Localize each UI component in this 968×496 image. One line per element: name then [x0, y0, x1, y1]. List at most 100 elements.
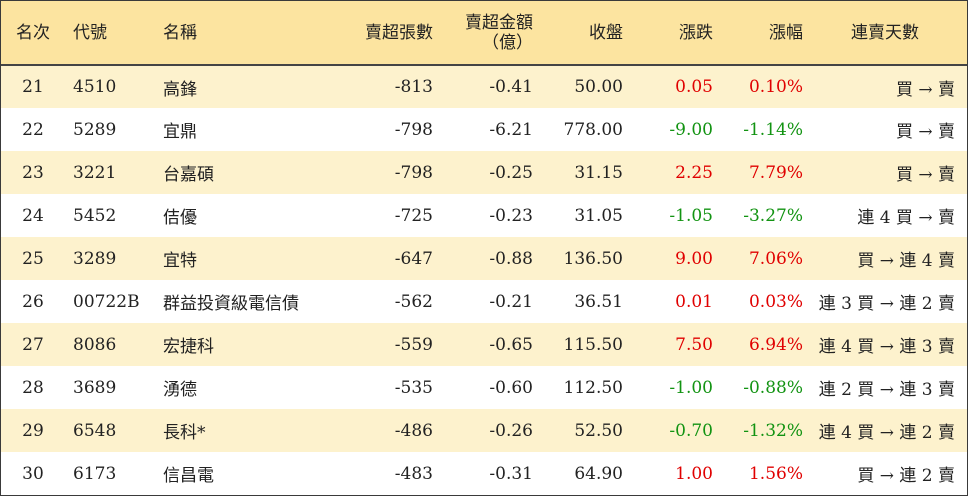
cell-sell-amount: -0.26 [489, 420, 533, 441]
table-row: 21 4510 高鋒 -813 -0.41 50.00 0.05 0.10% 買 → 賣 [1, 65, 967, 108]
cell-sell-volume: -647 [394, 248, 433, 269]
cell-consecutive-days: 買 → 賣 [895, 79, 955, 100]
cell-sell-volume: -562 [394, 291, 433, 312]
cell-consecutive-days: 買 → 賣 [895, 122, 955, 142]
cell-close: 31.05 [574, 205, 623, 226]
cell-sell-amount: -0.65 [489, 334, 533, 355]
cell-close: 136.50 [563, 248, 623, 269]
header-consecutive-days: 連賣天數 [803, 1, 967, 66]
table-row: 27 8086 宏捷科 -559 -0.65 115.50 7.50 6.94% 連 4 買 →… [1, 323, 967, 366]
cell-rank: 30 [22, 463, 44, 484]
cell-rank: 21 [22, 77, 44, 97]
cell-sell-volume: -559 [394, 334, 433, 355]
cell-close: 36.51 [574, 291, 623, 312]
cell-consecutive-days: 連 4 買 → 連 3 賣 [818, 337, 955, 357]
cell-change: -1.05 [669, 205, 713, 226]
cell-sell-amount: -6.21 [489, 119, 533, 140]
table-header: 名次 代號 名稱 賣超張數 賣超金額 （億） 收盤 漲跌 漲幅 連賣天數 [1, 1, 967, 66]
cell-change: -1.00 [669, 377, 713, 398]
cell-change-pct: -1.14% [743, 119, 803, 140]
cell-change-pct: -1.32% [743, 420, 803, 441]
cell-change-pct: 7.06% [748, 248, 803, 269]
cell-change-pct: 6.94% [748, 334, 803, 355]
cell-sell-volume: -725 [394, 205, 433, 226]
cell-rank: 25 [22, 248, 44, 269]
header-sell-amount-line2: （億） [482, 32, 533, 53]
header-change-pct: 漲幅 [713, 1, 803, 66]
cell-change-pct: 0.10% [748, 77, 803, 97]
table-body: 21 4510 高鋒 -813 -0.41 50.00 0.05 0.10% 買 → 賣 22 52… [1, 65, 967, 495]
cell-change-pct: -0.88% [743, 377, 803, 398]
cell-code: 6548 [73, 420, 117, 441]
cell-close: 50.00 [574, 77, 623, 97]
header-sell-amount: 賣超金額 （億） [433, 1, 533, 66]
header-sell-volume: 賣超張數 [341, 1, 433, 66]
cell-code: 5289 [73, 119, 117, 140]
cell-sell-amount: -0.60 [489, 377, 533, 398]
cell-name: 宜鼎 [163, 122, 197, 142]
cell-close: 778.00 [563, 119, 623, 140]
cell-close: 52.50 [574, 420, 623, 441]
cell-change-pct: 7.79% [748, 162, 803, 183]
cell-consecutive-days: 連 3 買 → 連 2 賣 [818, 294, 955, 314]
cell-rank: 22 [22, 119, 44, 140]
cell-change: 1.00 [675, 463, 713, 484]
cell-name: 信昌電 [163, 466, 214, 486]
cell-sell-volume: -798 [394, 119, 433, 140]
cell-consecutive-days: 連 4 買 → 賣 [857, 208, 955, 228]
table-row: 26 00722B 群益投資級電信債 -562 -0.21 36.51 0.01 0.03% 連… [1, 280, 967, 323]
cell-code: 00722B [73, 291, 140, 312]
cell-close: 112.50 [563, 377, 623, 398]
cell-code: 3689 [73, 377, 117, 398]
cell-name: 長科* [163, 423, 206, 443]
cell-code: 3221 [73, 162, 117, 183]
cell-sell-volume: -486 [394, 420, 433, 441]
cell-rank: 27 [22, 334, 44, 355]
cell-rank: 29 [22, 420, 44, 441]
cell-consecutive-days: 買 → 賣 [895, 165, 955, 185]
cell-change-pct: 1.56% [748, 463, 803, 484]
cell-rank: 26 [22, 291, 44, 312]
table-row: 30 6173 信昌電 -483 -0.31 64.90 1.00 1.56% 買 → 連 2 … [1, 452, 967, 495]
cell-rank: 28 [22, 377, 44, 398]
cell-change: 9.00 [675, 248, 713, 269]
header-code: 代號 [65, 1, 159, 66]
cell-change: 2.25 [675, 162, 713, 183]
cell-change: -0.70 [669, 420, 713, 441]
cell-name: 高鋒 [163, 79, 197, 100]
cell-consecutive-days: 連 2 買 → 連 3 賣 [818, 380, 955, 400]
cell-change-pct: 0.03% [748, 291, 803, 312]
header-name: 名稱 [159, 1, 341, 66]
cell-change: 7.50 [675, 334, 713, 355]
cell-code: 8086 [73, 334, 117, 355]
cell-sell-volume: -798 [394, 162, 433, 183]
cell-sell-amount: -0.23 [489, 205, 533, 226]
cell-name: 佶優 [163, 208, 197, 228]
cell-sell-volume: -813 [394, 77, 433, 97]
cell-consecutive-days: 買 → 連 4 賣 [857, 251, 955, 271]
cell-close: 115.50 [563, 334, 623, 355]
cell-name: 宜特 [163, 251, 197, 271]
cell-sell-amount: -0.25 [489, 162, 533, 183]
cell-code: 4510 [73, 77, 117, 97]
cell-sell-amount: -0.88 [489, 248, 533, 269]
table-row: 23 3221 台嘉碩 -798 -0.25 31.15 2.25 7.79% 買 → 賣 [1, 151, 967, 194]
cell-rank: 24 [22, 205, 44, 226]
cell-name: 宏捷科 [163, 337, 214, 357]
cell-consecutive-days: 連 4 買 → 連 2 賣 [818, 423, 955, 443]
cell-code: 5452 [73, 205, 117, 226]
cell-sell-amount: -0.21 [489, 291, 533, 312]
cell-sell-volume: -483 [394, 463, 433, 484]
header-close: 收盤 [533, 1, 623, 66]
header-sell-amount-line1: 賣超金額 [465, 12, 533, 33]
cell-change-pct: -3.27% [743, 205, 803, 226]
cell-sell-amount: -0.41 [489, 77, 533, 97]
cell-change: 0.05 [675, 77, 713, 97]
cell-name: 群益投資級電信債 [163, 294, 299, 314]
cell-rank: 23 [22, 162, 44, 183]
header-change: 漲跌 [623, 1, 713, 66]
header-row: 名次 代號 名稱 賣超張數 賣超金額 （億） 收盤 漲跌 漲幅 連賣天數 [1, 1, 967, 66]
cell-code: 6173 [73, 463, 117, 484]
cell-consecutive-days: 買 → 連 2 賣 [857, 466, 955, 486]
